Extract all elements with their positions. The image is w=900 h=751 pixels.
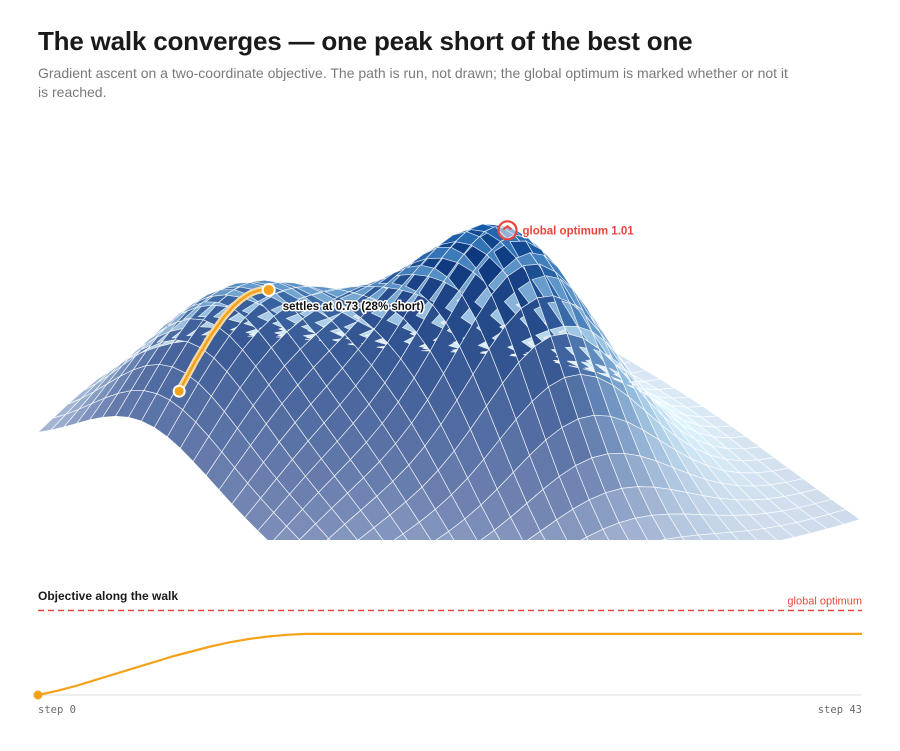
start-point-marker <box>33 690 43 700</box>
walk-start-marker <box>172 384 186 398</box>
surface-face <box>586 528 610 540</box>
surface-face <box>402 521 432 540</box>
surface-face <box>664 536 685 540</box>
surface-face <box>828 509 861 525</box>
surface-face <box>448 518 478 540</box>
line-panel-title: Objective along the walk <box>38 589 179 603</box>
surface-face <box>493 516 523 540</box>
surface-face <box>328 523 358 540</box>
global-optimum-marker <box>497 220 518 241</box>
surface-face <box>697 533 721 540</box>
optimum-annotation: global optimum 1.01 <box>523 225 635 237</box>
surface-face <box>713 531 739 540</box>
surface-face <box>746 528 778 540</box>
page-subtitle: Gradient ascent on a two-coordinate obje… <box>38 65 788 100</box>
reference-line-label: global optimum <box>787 596 862 608</box>
surface-face <box>660 538 667 540</box>
surface-face <box>580 536 589 540</box>
surface-face <box>618 517 648 540</box>
surface-face <box>357 527 384 540</box>
surface-face <box>480 529 501 540</box>
surface-markers <box>172 220 518 398</box>
surface-mesh <box>36 223 861 540</box>
objective-series-line <box>37 632 862 697</box>
surface-face <box>602 522 629 540</box>
page-title: The walk converges — one peak short of t… <box>38 26 693 56</box>
objective-line-chart: global optimum step 0 step 43 <box>33 596 862 716</box>
surface-plot: settles at 0.73 (28% short) global optim… <box>36 220 861 540</box>
global-optimum-glyph <box>502 225 513 231</box>
surface-face <box>681 534 703 540</box>
settle-annotation: settles at 0.73 (28% short) <box>283 301 424 313</box>
surface-face <box>539 519 568 540</box>
surface-face <box>730 530 758 540</box>
x-tick-start: step 0 <box>38 704 76 716</box>
x-tick-end: step 43 <box>818 704 862 716</box>
surface-face <box>527 530 546 540</box>
walk-end-marker <box>261 282 276 297</box>
surface-face <box>435 530 455 540</box>
